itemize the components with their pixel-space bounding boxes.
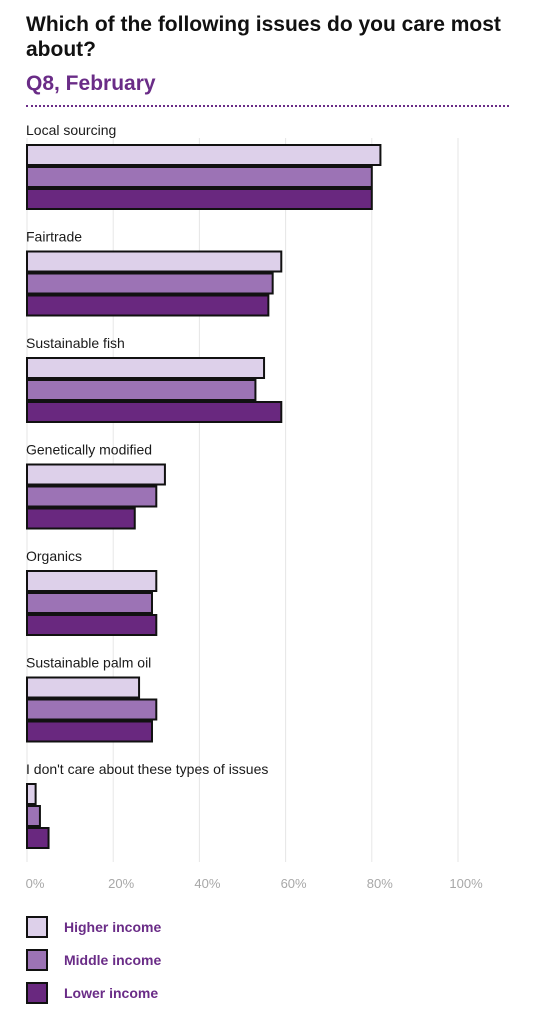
bar [26,144,382,166]
x-tick-label: 100% [449,876,483,891]
bar [26,401,283,423]
bar [26,250,283,273]
x-tick-label: 80% [367,876,393,891]
bar [26,272,274,295]
category-label: Organics [26,548,82,564]
chart-subtitle: Q8, February [26,72,156,95]
title-divider [26,105,509,107]
category-label: Genetically modified [26,442,152,458]
legend-label-lower-income: Lower income [64,985,159,1001]
bar-chart: Local sourcing Fairtrade Sustainable fish G… [26,122,483,891]
bar [26,614,158,636]
x-tick-label: 60% [281,876,307,891]
bar [26,379,257,401]
bar [26,357,266,379]
category-label: I don't care about these types of issues [26,761,268,777]
legend-swatch-higher-income [26,916,48,938]
bar [26,783,37,805]
legend-item-lower-income: Lower income [26,981,161,1005]
x-tick-label: 40% [194,876,220,891]
x-tick-label: 20% [108,876,134,891]
bar [26,294,270,317]
bar [26,676,141,699]
category-label: Local sourcing [26,122,116,138]
bar [26,188,373,210]
bar [26,166,373,188]
legend-label-higher-income: Higher income [64,919,162,935]
category-label: Fairtrade [26,229,82,245]
legend-item-higher-income: Higher income [26,915,161,939]
category-label: Sustainable fish [26,335,125,351]
legend-item-middle-income: Middle income [26,948,161,972]
bar [26,827,50,849]
bar [26,698,158,721]
bar [26,485,158,508]
bar [26,463,166,486]
bar [26,592,153,614]
bar [26,507,136,530]
bar [26,570,158,592]
x-tick-label: 0% [26,876,45,891]
bar [26,805,41,827]
legend-label-middle-income: Middle income [64,952,162,968]
category-label: Sustainable palm oil [26,655,151,671]
legend-swatch-middle-income [26,949,48,971]
legend: Higher income Middle income Lower income [26,915,161,1014]
legend-swatch-lower-income [26,982,48,1004]
bar [26,720,153,743]
chart-title: Which of the following issues do you car… [26,13,501,61]
